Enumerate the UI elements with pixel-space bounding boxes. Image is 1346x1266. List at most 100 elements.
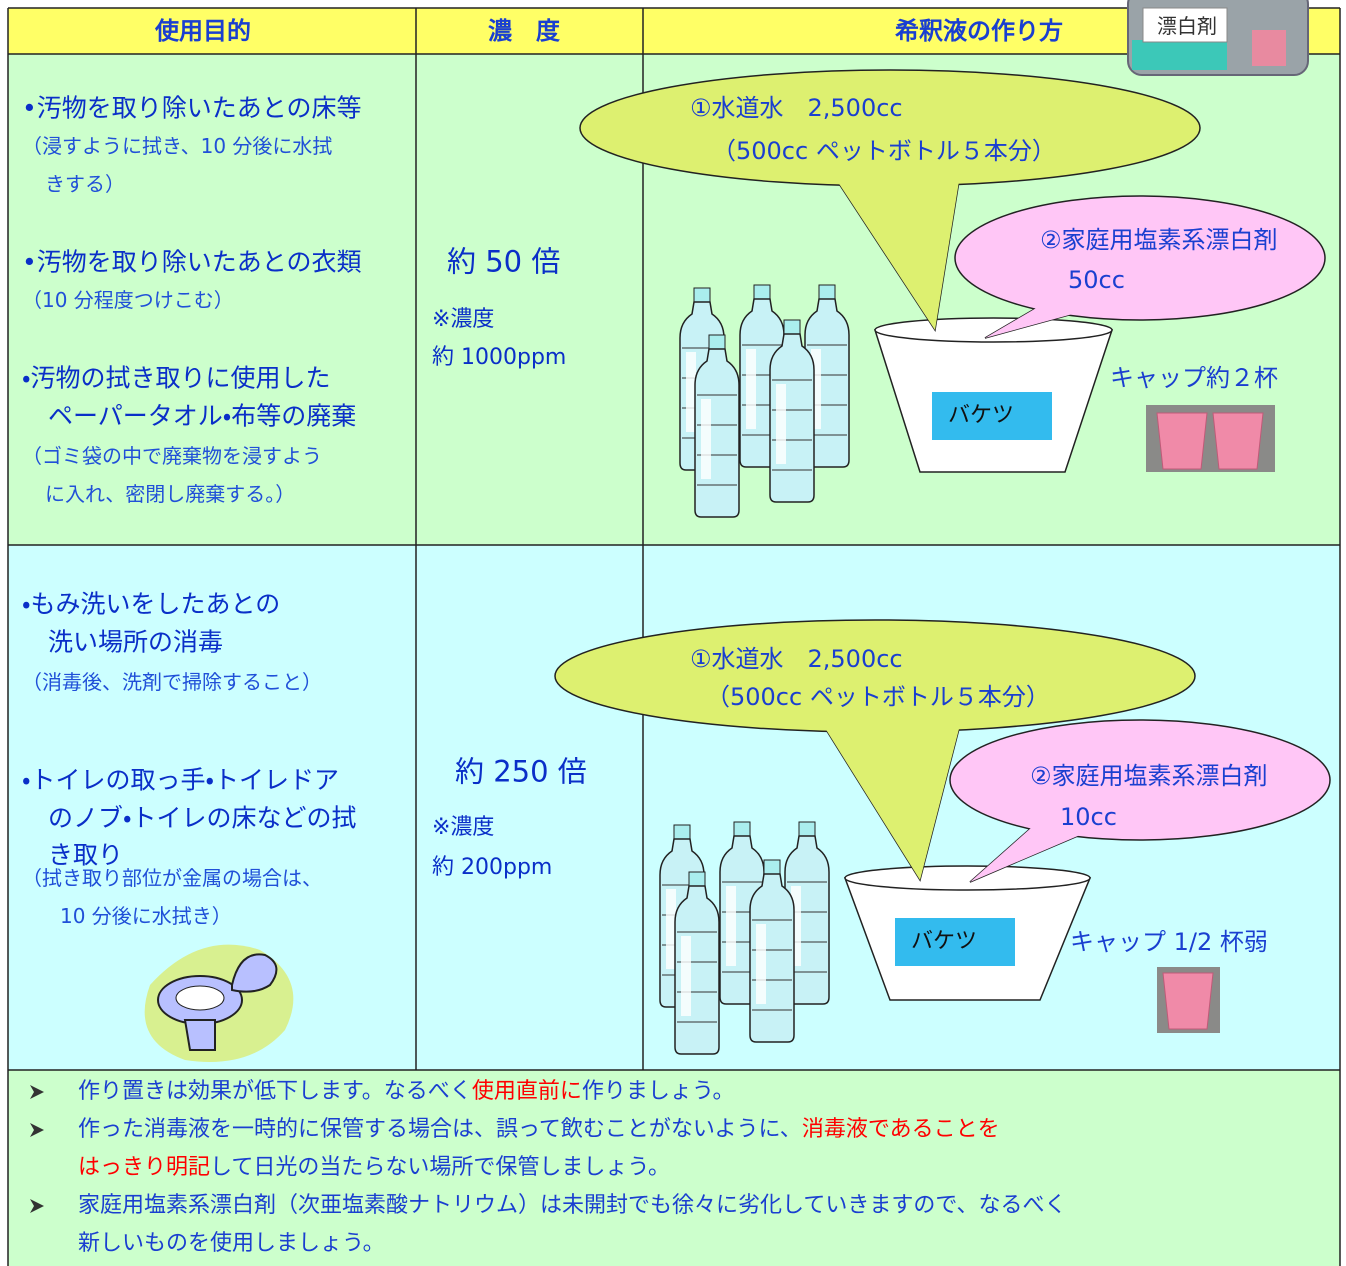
- bucket-label-box: [932, 392, 1052, 440]
- bullet-arrow: [30, 1199, 44, 1213]
- ppm: 約 1000ppm: [432, 345, 567, 370]
- header-cell: 希釈液の作り方: [895, 17, 1063, 45]
- note-line: 新しいものを使用しましょう。: [78, 1233, 385, 1255]
- bubble-tail-cover: [970, 820, 1080, 882]
- purpose-title: ・汚物の拭き取りに使用した: [22, 363, 331, 393]
- bottle-cap: [798, 821, 816, 837]
- note-text: して日光の当たらない場所で保管しましょう。: [210, 1155, 671, 1180]
- bullet-arrow: [30, 1123, 44, 1137]
- purpose-note: 10 分後に水拭き）: [60, 904, 232, 928]
- bottle-label: [726, 886, 736, 966]
- purpose-title: •汚物を取り除いたあとの衣類: [22, 247, 362, 277]
- bottle: [804, 284, 850, 468]
- bottle-cap: [818, 284, 836, 300]
- bucket-label: バケツ: [911, 929, 978, 954]
- water-text: ①水道水 2,500cc: [690, 645, 903, 673]
- bottle-cap: [693, 287, 711, 303]
- note-text: 新しいものを使用しましょう。: [78, 1231, 385, 1256]
- bottle: [674, 871, 720, 1055]
- bleach-text: 10cc: [1060, 803, 1117, 831]
- purpose-title: ・トイレの取っ手・トイレドア: [22, 765, 340, 795]
- bottle: [749, 859, 795, 1043]
- bottle-cap: [733, 821, 751, 837]
- purpose-note: （ゴミ袋の中で廃棄物を浸すよう: [22, 444, 322, 468]
- bottle-label: [701, 399, 711, 479]
- purpose-title: ・もみ洗いをしたあとの: [22, 589, 281, 619]
- bleach-text: ②家庭用塩素系漂白剤: [1030, 762, 1268, 790]
- water-text: ①水道水 2,500cc: [690, 94, 903, 122]
- bottle-cap: [763, 859, 781, 875]
- purpose-note: きする）: [45, 172, 125, 196]
- bottle-label: [791, 886, 801, 966]
- bottle-photo: [1132, 40, 1227, 70]
- purpose-note: （浸すように拭き、10 分後に水拭: [22, 134, 333, 158]
- purpose-title: •汚物を取り除いたあとの床等: [22, 93, 362, 123]
- water-text: （500cc ペットボトル５本分）: [706, 683, 1050, 711]
- toilet-base: [183, 1019, 216, 1051]
- bottle-cap: [673, 824, 691, 840]
- note-text: 作った消毒液を一時的に保管する場合は、誤って飲むことがないように、: [78, 1117, 802, 1142]
- bottle-label: [686, 352, 696, 432]
- bucket-rim: [844, 865, 1091, 891]
- bubble-tail-cover: [830, 170, 960, 330]
- bottle: [694, 334, 740, 518]
- bottle-cap: [708, 334, 726, 350]
- bucket-label: バケツ: [948, 403, 1015, 428]
- bottle-label: [776, 384, 786, 464]
- note-text: 作り置きは効果が低下します。なるべく: [78, 1079, 472, 1104]
- bubble-tail-cover: [820, 720, 960, 880]
- purpose-title: のノブ・トイレの床などの拭: [48, 803, 357, 833]
- header-bg: [8, 8, 1340, 54]
- water-text: （500cc ペットボトル５本分）: [712, 137, 1056, 165]
- purpose-title: き取り: [48, 840, 124, 870]
- toilet-tank: [231, 953, 278, 993]
- note-line: はっきり明記して日光の当たらない場所で保管しましょう。: [78, 1157, 670, 1179]
- bucket-rim: [874, 317, 1113, 343]
- bottle-label: [666, 889, 676, 969]
- purpose-note: に入れ、密閉し廃棄する。）: [45, 482, 296, 506]
- bottle-label: [681, 936, 691, 1016]
- bullet-arrow: [30, 1085, 44, 1099]
- purpose-title: ペーパータオル・布等の廃棄: [48, 401, 357, 431]
- concentration-label: ※濃度: [432, 815, 495, 840]
- purpose-note: （10 分程度つけこむ）: [22, 288, 234, 312]
- ratio: 約 50 倍: [447, 244, 561, 279]
- cap: [1156, 412, 1208, 470]
- cap-photo: [1252, 30, 1286, 66]
- ppm: 約 200ppm: [432, 855, 553, 880]
- purpose-note: （拭き取り部位が金属の場合は、: [22, 866, 322, 890]
- speech-bubble: [954, 195, 1326, 321]
- toilet-seat: [175, 985, 225, 1011]
- bottle-label: [746, 349, 756, 429]
- ratio: 約 250 倍: [455, 754, 587, 789]
- label-box: [1142, 7, 1228, 43]
- footer-bg: [8, 1070, 1340, 1266]
- note-line: 作った消毒液を一時的に保管する場合は、誤って飲むことがないように、消毒液であるこ…: [78, 1119, 1000, 1141]
- bucket-label-box: [895, 918, 1015, 966]
- note-text: 消毒液であることを: [801, 1117, 1000, 1142]
- header-cell: 使用目的: [155, 17, 251, 45]
- bottle-cap: [688, 871, 706, 887]
- bottle-label: [756, 924, 766, 1004]
- bottle-label: [811, 349, 821, 429]
- header-cell: 濃 度: [488, 17, 560, 45]
- bubble-tail-cover: [985, 300, 1080, 338]
- cap-text: キャップ 1/2 杯弱: [1070, 928, 1268, 956]
- cap-text: キャップ約２杯: [1110, 364, 1278, 392]
- purpose-note: （消毒後、洗剤で掃除すること）: [22, 670, 322, 694]
- bleach-text: 50cc: [1068, 266, 1125, 294]
- bottle: [769, 319, 815, 503]
- note-line: 作り置きは効果が低下します。なるべく使用直前に作りましょう。: [78, 1081, 735, 1103]
- note-text: はっきり明記: [78, 1155, 211, 1180]
- bottle-cap: [783, 319, 801, 335]
- bleach-text: ②家庭用塩素系漂白剤: [1040, 226, 1278, 254]
- note-text: 作りましょう。: [581, 1079, 735, 1104]
- speech-bubble: [554, 619, 1196, 733]
- note-text: 家庭用塩素系漂白剤（次亜塩素酸ナトリウム）は未開封でも徐々に劣化していきますので…: [78, 1193, 1067, 1218]
- cap: [1162, 972, 1214, 1030]
- bleach-label: 漂白剤: [1157, 14, 1217, 38]
- bottle-cap: [753, 284, 771, 300]
- purpose-title: 洗い場所の消毒: [48, 627, 224, 657]
